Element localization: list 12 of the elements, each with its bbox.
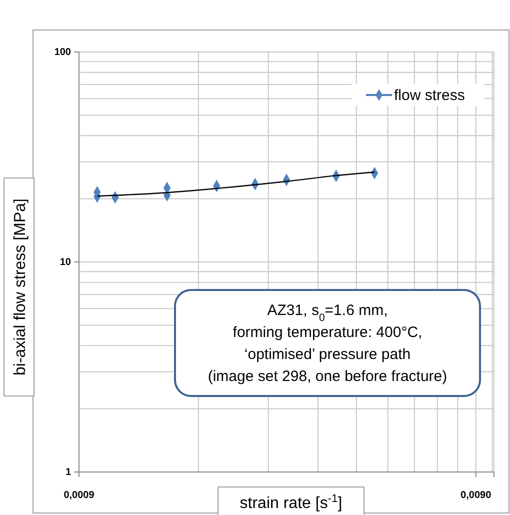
y-tick-label: 100 — [54, 47, 72, 58]
x-tick-label: 0,0009 — [64, 490, 95, 502]
annotation: AZ31, s$_{0}$=1.6 mm, — [267, 302, 388, 324]
annotation: (image set 298, one before fracture) — [208, 368, 448, 385]
y-axis-title: bi-axial flow stress [MPa] — [12, 198, 29, 376]
annotation: ‘optimised’ pressure path — [244, 346, 411, 363]
annotation: forming temperature: 400°C, — [232, 324, 422, 341]
y-tick-label: 10 — [60, 257, 72, 268]
y-tick-label: 1 — [65, 467, 72, 478]
x-tick-label: 0,0090 — [460, 490, 492, 502]
legend-label: flow stress — [394, 87, 465, 104]
x-axis-title: strain rate [s$^{-1}$] — [240, 493, 342, 512]
